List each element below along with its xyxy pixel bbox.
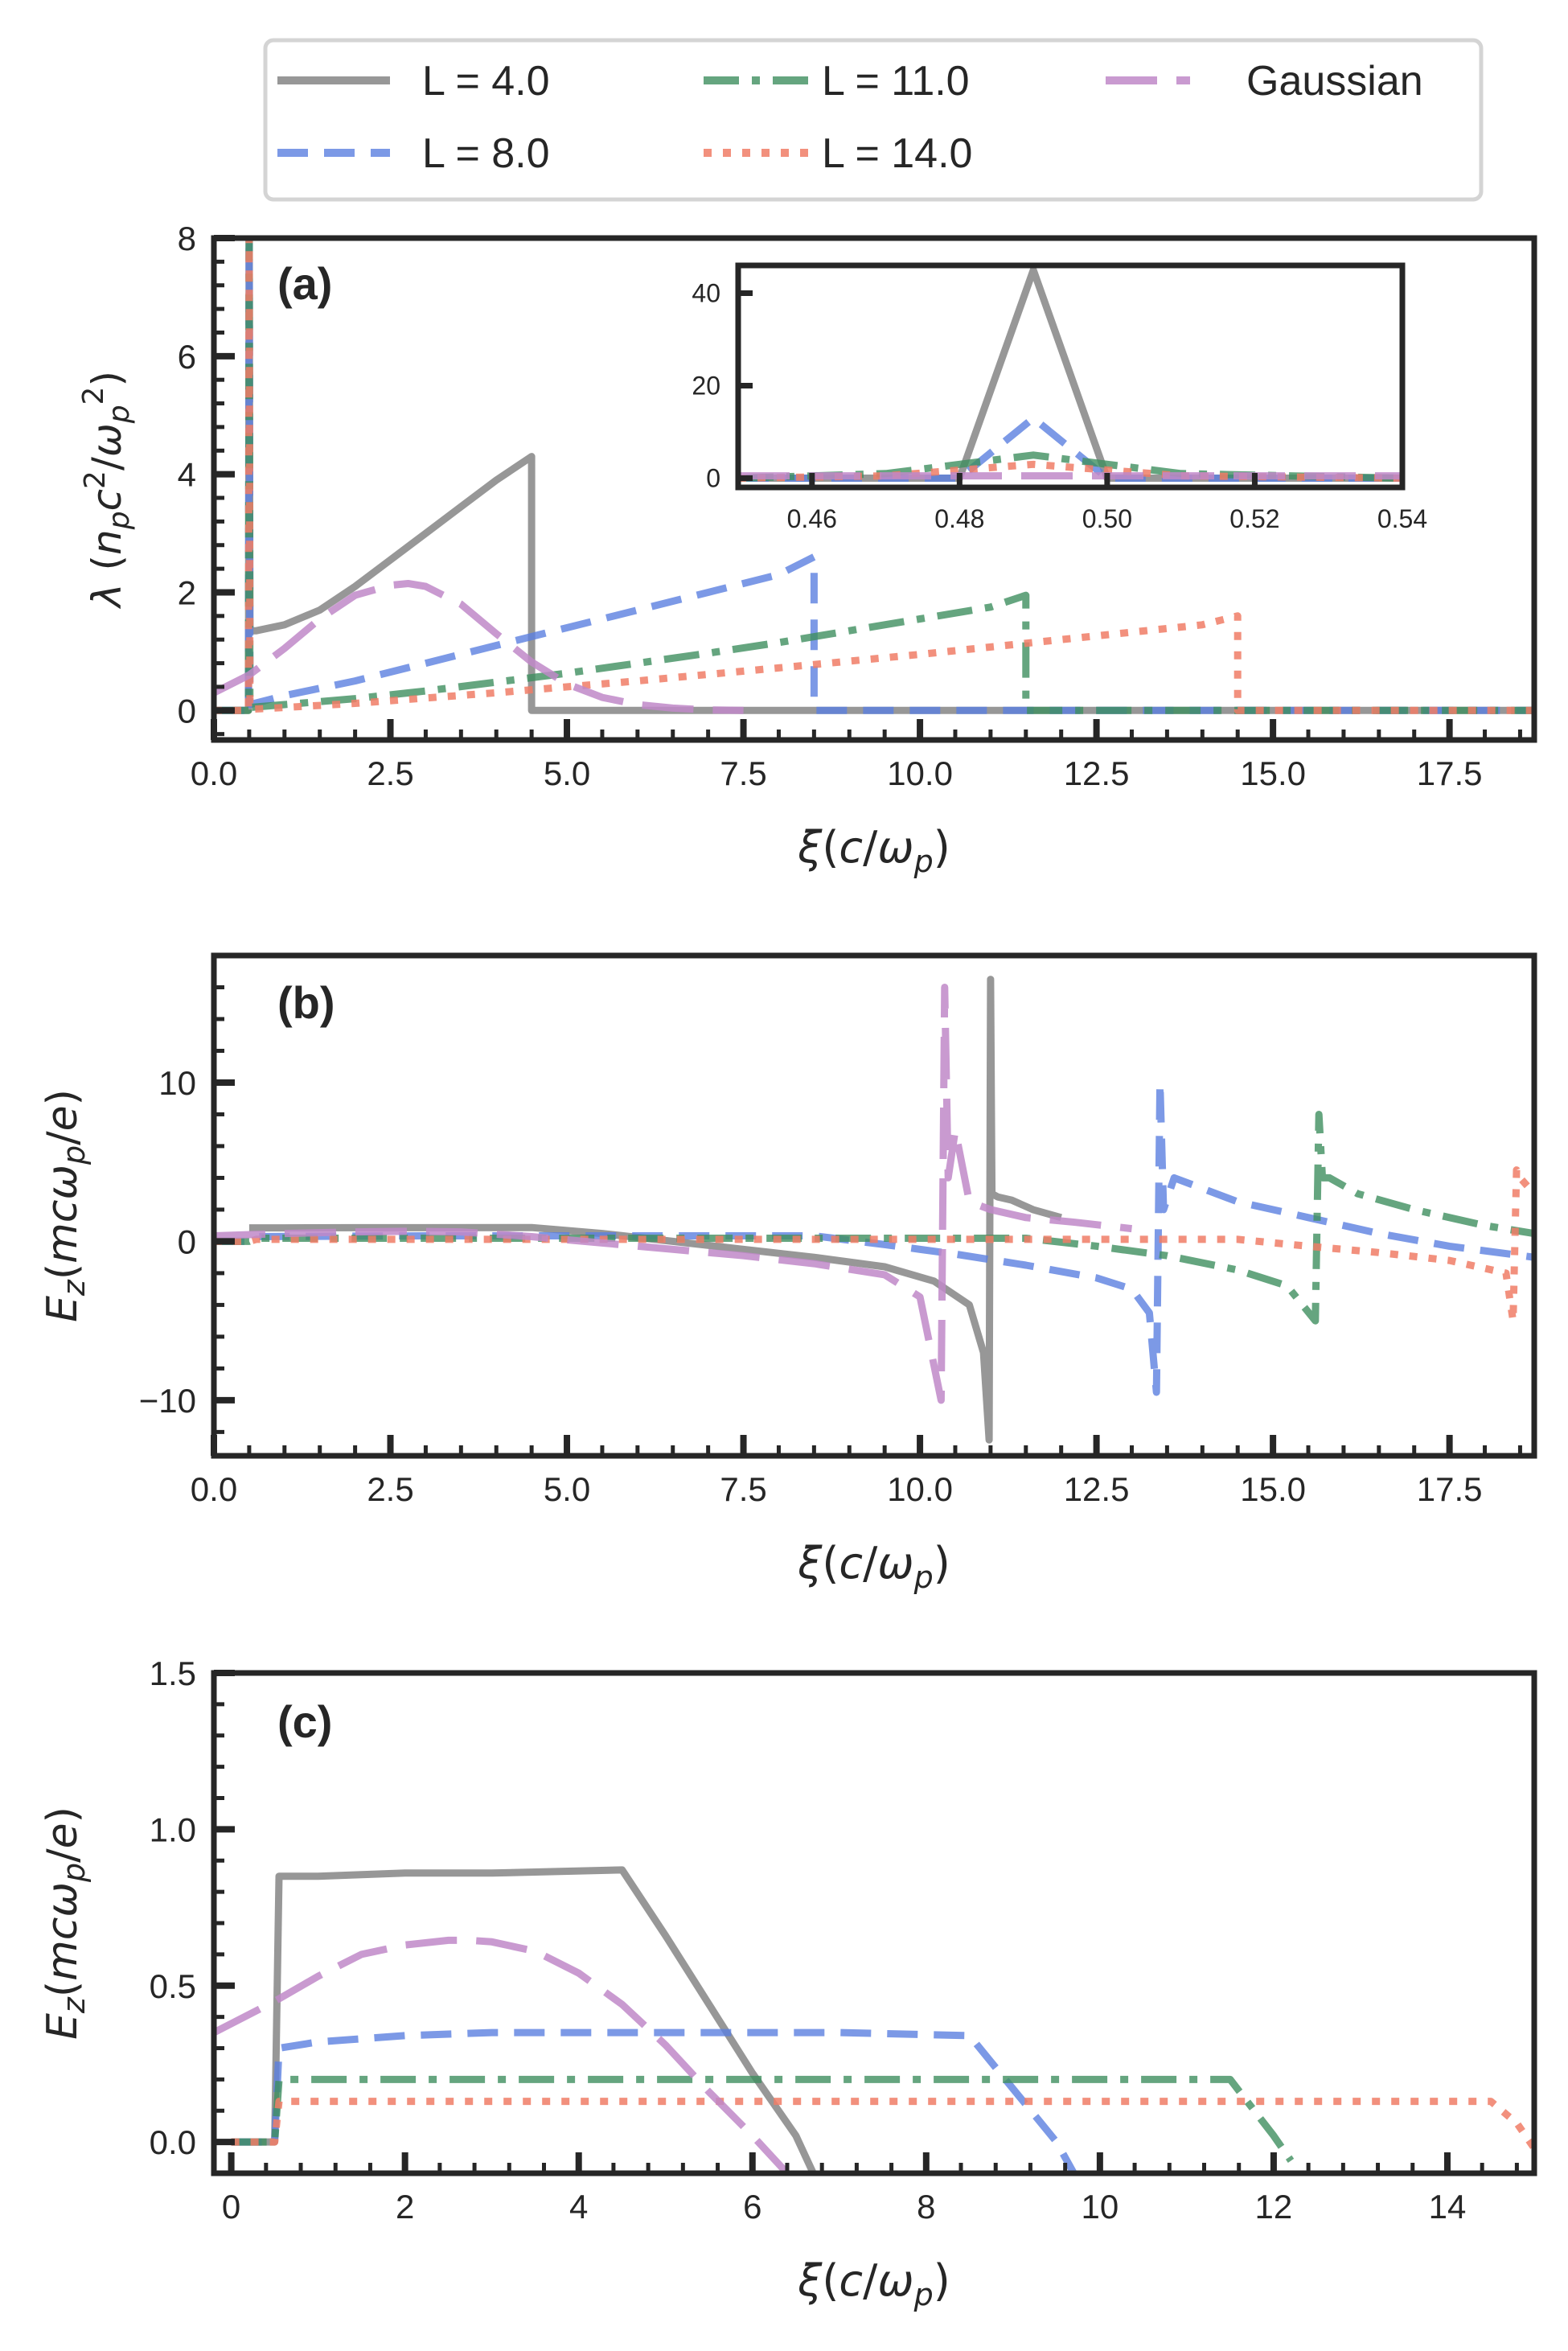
x-tick-label: 10.0 — [887, 754, 953, 792]
y-tick-label: 0 — [178, 692, 196, 730]
panel-a-xlabel: ξ(c/ωp) — [797, 822, 950, 879]
y-tick-label: 6 — [178, 338, 196, 376]
inset-frame — [735, 262, 1406, 491]
legend-entry-l11: L = 11.0 — [704, 58, 970, 105]
panel-b: 0.0 2.5 5.0 7.5 10.0 12.5 15.0 17.5 −10 0 10 (b) E… — [39, 952, 1537, 1595]
x-tick-label: 0.0 — [191, 1470, 237, 1508]
inset-x-tick-label: 0.54 — [1377, 504, 1427, 533]
x-tick-label: 4 — [569, 2188, 588, 2226]
panel-c-ylabel: Ez(mcωp/e) — [39, 1806, 92, 2040]
y-tick-label: 0.5 — [150, 1967, 196, 2005]
panel-b-label: (b) — [277, 977, 335, 1028]
x-tick-label: 5.0 — [544, 754, 590, 792]
inset-x-tick-label: 0.46 — [787, 504, 837, 533]
y-tick-label: 1.5 — [150, 1654, 196, 1692]
panel-c: 0 2 4 6 8 10 12 14 0.0 0.5 1.0 1.5 (c) Ez(mcωp/e) ξ… — [39, 1654, 1537, 2312]
x-tick-label: 17.5 — [1417, 754, 1483, 792]
x-tick-label: 10.0 — [887, 1470, 953, 1508]
panel-a-frame — [211, 235, 1537, 743]
panel-c-series-l14 — [231, 2098, 1534, 2151]
inset-y-tick-label: 0 — [706, 464, 720, 493]
panel-c-plot-area — [214, 1866, 1534, 2173]
y-tick-label: 1.0 — [150, 1811, 196, 1848]
x-tick-label: 6 — [743, 2188, 761, 2226]
legend-label-l4: L = 4.0 — [422, 58, 550, 105]
legend-entry-l8: L = 8.0 — [277, 130, 550, 177]
x-tick-label: 2 — [396, 2188, 414, 2226]
panel-a-label: (a) — [277, 258, 332, 309]
legend-label-gaussian: Gaussian — [1246, 58, 1423, 105]
panel-a-series-l14 — [214, 238, 1534, 714]
x-tick-label: 12 — [1255, 2188, 1293, 2226]
panel-b-series-gaussian — [214, 984, 1133, 1404]
x-tick-label: 14 — [1429, 2188, 1467, 2226]
legend-entry-l14: L = 14.0 — [704, 130, 972, 177]
legend-label-l14: L = 14.0 — [822, 130, 972, 177]
panel-a-plot-area — [214, 238, 1534, 714]
x-tick-label: 8 — [917, 2188, 935, 2226]
legend: L = 4.0 L = 11.0 Gaussian L = 8.0 L = 14… — [263, 38, 1484, 202]
panel-b-series-l8 — [214, 1079, 1534, 1396]
inset-x-tick-label: 0.52 — [1229, 504, 1279, 533]
x-tick-label: 10 — [1082, 2188, 1119, 2226]
panel-b-frame — [211, 952, 1537, 1459]
legend-label-l8: L = 8.0 — [422, 130, 550, 177]
x-tick-label: 12.5 — [1064, 1470, 1130, 1508]
panel-b-series-l4 — [248, 976, 1062, 1444]
panel-c-xlabel: ξ(c/ωp) — [797, 2255, 950, 2312]
x-tick-label: 5.0 — [544, 1470, 590, 1508]
panel-b-series-l11 — [214, 1111, 1534, 1325]
inset-y-tick-label: 40 — [692, 279, 720, 308]
panel-b-series-l14 — [214, 1166, 1534, 1325]
inset-x-tick-label: 0.48 — [934, 504, 984, 533]
x-tick-label: 15.0 — [1240, 1470, 1306, 1508]
x-tick-label: 2.5 — [367, 754, 413, 792]
panel-c-frame — [211, 1670, 1537, 2176]
y-tick-label: 2 — [178, 573, 196, 611]
x-tick-label: 15.0 — [1240, 754, 1306, 792]
y-tick-label: 0.0 — [150, 2123, 196, 2161]
y-tick-label: 10 — [158, 1064, 196, 1102]
panel-a-inset: 0.46 0.48 0.50 0.52 0.54 0 20 40 — [692, 262, 1427, 534]
x-tick-label: 7.5 — [720, 754, 766, 792]
inset-axes: 0.46 0.48 0.50 0.52 0.54 0 20 40 — [692, 279, 1427, 534]
panel-a-series-gaussian — [214, 580, 744, 714]
panel-b-xlabel: ξ(c/ωp) — [797, 1538, 950, 1595]
legend-label-l11: L = 11.0 — [822, 58, 970, 105]
y-tick-label: −10 — [139, 1382, 196, 1420]
x-tick-label: 12.5 — [1064, 754, 1130, 792]
x-tick-label: 7.5 — [720, 1470, 766, 1508]
inset-y-tick-label: 20 — [692, 372, 720, 401]
panel-c-series-l11 — [231, 2075, 1295, 2163]
y-tick-label: 8 — [178, 220, 196, 257]
legend-entry-gaussian: Gaussian — [1106, 58, 1423, 105]
panel-c-series-l4 — [231, 1866, 817, 2173]
panel-b-axes: 0.0 2.5 5.0 7.5 10.0 12.5 15.0 17.5 −10 0 10 — [139, 953, 1522, 1508]
panel-c-series-gaussian — [214, 1936, 790, 2173]
inset-x-tick-label: 0.50 — [1082, 504, 1132, 533]
legend-entry-l4: L = 4.0 — [277, 58, 550, 105]
x-tick-label: 17.5 — [1417, 1470, 1483, 1508]
panel-c-axes: 0 2 4 6 8 10 12 14 0.0 0.5 1.0 1.5 — [150, 1654, 1519, 2226]
panel-c-series-l8 — [231, 2028, 1077, 2173]
panel-b-ylabel: Ez(mcωp/e) — [39, 1089, 92, 1322]
x-tick-label: 2.5 — [367, 1470, 413, 1508]
y-tick-label: 4 — [178, 456, 196, 494]
y-tick-label: 0 — [178, 1223, 196, 1260]
panel-a-ylabel: λ (npc2/ωp2) — [77, 371, 136, 610]
panel-b-plot-area — [214, 976, 1534, 1444]
x-tick-label: 0 — [222, 2188, 240, 2226]
x-tick-label: 0.0 — [191, 754, 237, 792]
panel-c-label: (c) — [277, 1696, 332, 1747]
